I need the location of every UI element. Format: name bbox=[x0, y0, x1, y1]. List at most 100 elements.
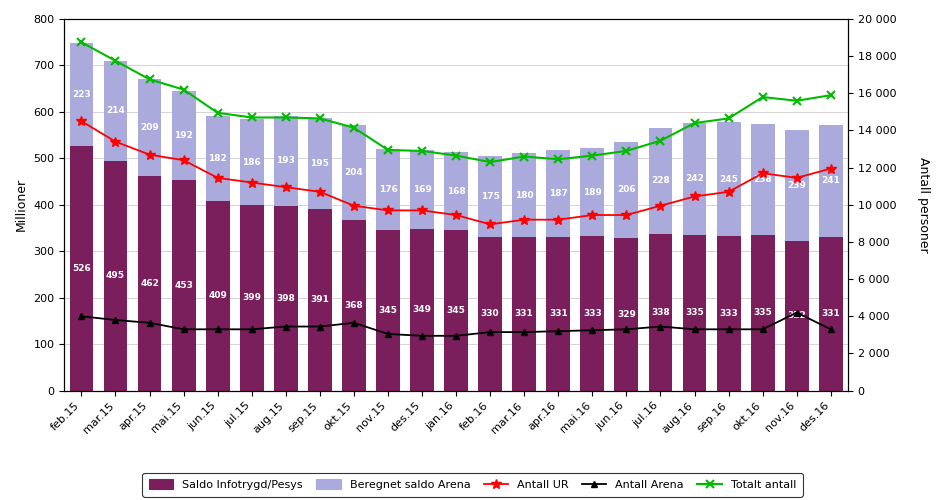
Bar bbox=[614, 142, 637, 238]
Text: 186: 186 bbox=[242, 158, 261, 166]
Text: 349: 349 bbox=[413, 305, 431, 314]
Antall UR bbox=[348, 202, 360, 208]
Y-axis label: Antall personer: Antall personer bbox=[916, 157, 929, 252]
Bar bbox=[274, 206, 297, 390]
Text: 192: 192 bbox=[174, 131, 193, 140]
Y-axis label: Millioner: Millioner bbox=[15, 178, 28, 232]
Bar bbox=[716, 122, 740, 236]
Antall UR bbox=[416, 208, 428, 214]
Text: 242: 242 bbox=[684, 174, 703, 184]
Antall UR bbox=[450, 212, 462, 218]
Totalt antall bbox=[382, 147, 394, 153]
Antall UR bbox=[552, 216, 564, 222]
Antall Arena bbox=[552, 328, 564, 334]
Bar bbox=[580, 148, 603, 236]
Antall UR bbox=[722, 189, 733, 195]
Legend: Saldo Infotrygd/Pesys, Beregnet saldo Arena, Antall UR, Antall Arena, Totalt ant: Saldo Infotrygd/Pesys, Beregnet saldo Ar… bbox=[143, 472, 801, 496]
Text: 333: 333 bbox=[718, 309, 737, 318]
Text: 169: 169 bbox=[413, 185, 431, 194]
Totalt antall bbox=[313, 116, 325, 121]
Antall UR bbox=[620, 212, 632, 218]
Antall Arena bbox=[756, 326, 767, 332]
Text: 335: 335 bbox=[752, 308, 771, 318]
Antall UR bbox=[382, 208, 394, 214]
Antall Arena bbox=[518, 329, 530, 335]
Totalt antall bbox=[586, 152, 598, 158]
Text: 368: 368 bbox=[345, 300, 362, 310]
Bar bbox=[70, 146, 93, 390]
Text: 345: 345 bbox=[379, 306, 397, 315]
Bar bbox=[682, 235, 706, 390]
Totalt antall bbox=[688, 120, 700, 126]
Antall Arena bbox=[824, 326, 835, 332]
Text: 409: 409 bbox=[208, 291, 227, 300]
Line: Antall UR: Antall UR bbox=[76, 116, 834, 229]
Antall UR bbox=[279, 184, 291, 190]
Text: 241: 241 bbox=[820, 176, 839, 186]
Antall Arena bbox=[790, 310, 801, 316]
Text: 495: 495 bbox=[106, 271, 125, 280]
Text: 338: 338 bbox=[650, 308, 669, 316]
Bar bbox=[240, 119, 263, 206]
Totalt antall bbox=[552, 156, 564, 162]
Bar bbox=[478, 238, 501, 390]
Antall UR bbox=[110, 138, 121, 144]
Antall Arena bbox=[143, 320, 155, 326]
Antall UR bbox=[313, 189, 325, 195]
Antall UR bbox=[177, 157, 189, 163]
Antall Arena bbox=[245, 326, 257, 332]
Totalt antall bbox=[110, 58, 121, 64]
Antall Arena bbox=[654, 324, 666, 330]
Bar bbox=[206, 200, 229, 390]
Antall Arena bbox=[177, 326, 189, 332]
Totalt antall bbox=[790, 98, 801, 104]
Bar bbox=[546, 237, 569, 390]
Bar bbox=[546, 150, 569, 237]
Text: 526: 526 bbox=[72, 264, 91, 273]
Text: 182: 182 bbox=[208, 154, 227, 163]
Antall UR bbox=[688, 194, 700, 200]
Totalt antall bbox=[348, 124, 360, 130]
Text: 176: 176 bbox=[379, 185, 397, 194]
Antall UR bbox=[654, 202, 666, 208]
Text: 391: 391 bbox=[310, 296, 329, 304]
Bar bbox=[342, 125, 365, 220]
Bar bbox=[444, 152, 467, 230]
Antall Arena bbox=[484, 329, 496, 335]
Text: 398: 398 bbox=[276, 294, 295, 302]
Text: 245: 245 bbox=[718, 174, 737, 184]
Text: 168: 168 bbox=[447, 187, 465, 196]
Bar bbox=[104, 62, 127, 160]
Bar bbox=[580, 236, 603, 390]
Text: 175: 175 bbox=[480, 192, 499, 201]
Bar bbox=[104, 160, 127, 390]
Bar bbox=[172, 180, 195, 390]
Bar bbox=[648, 128, 672, 234]
Text: 214: 214 bbox=[106, 106, 125, 116]
Antall UR bbox=[143, 152, 155, 158]
Text: 329: 329 bbox=[616, 310, 635, 318]
Antall Arena bbox=[416, 333, 428, 339]
Antall Arena bbox=[450, 333, 462, 339]
Totalt antall bbox=[654, 138, 666, 143]
Text: 453: 453 bbox=[174, 281, 193, 290]
Totalt antall bbox=[279, 114, 291, 120]
Totalt antall bbox=[245, 114, 257, 120]
Totalt antall bbox=[756, 94, 767, 100]
Text: 399: 399 bbox=[242, 294, 261, 302]
Bar bbox=[410, 228, 433, 390]
Text: 345: 345 bbox=[447, 306, 465, 315]
Text: 228: 228 bbox=[650, 176, 669, 185]
Bar bbox=[682, 122, 706, 235]
Totalt antall bbox=[824, 92, 835, 98]
Antall Arena bbox=[620, 326, 632, 332]
Bar bbox=[818, 237, 842, 390]
Text: 195: 195 bbox=[310, 159, 329, 168]
Text: 331: 331 bbox=[548, 309, 567, 318]
Text: 204: 204 bbox=[345, 168, 362, 177]
Totalt antall bbox=[484, 159, 496, 165]
Totalt antall bbox=[143, 76, 155, 82]
Antall Arena bbox=[586, 327, 598, 333]
Antall UR bbox=[484, 222, 496, 228]
Text: 206: 206 bbox=[616, 186, 635, 194]
